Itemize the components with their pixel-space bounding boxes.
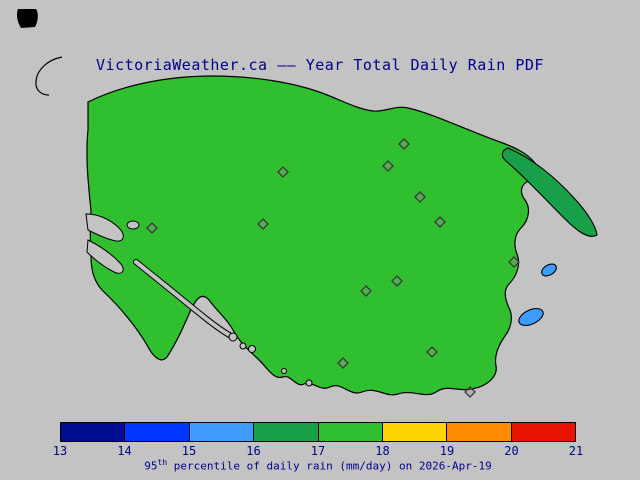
station-marker	[464, 386, 476, 398]
coastline	[86, 75, 539, 396]
caption-superscript: th	[157, 458, 168, 467]
caption-prefix: 95	[144, 459, 158, 473]
colorbar-tick-19: 19	[439, 444, 455, 458]
colorbar-ticks: 13 14 15 16 17 18 19 20 21	[53, 444, 583, 458]
station-marker	[337, 357, 349, 369]
inlets	[85, 213, 313, 387]
colorbar-tick-15: 15	[181, 444, 197, 458]
colorbar-segment-14-15	[125, 423, 190, 441]
station-marker	[508, 256, 520, 268]
station-marker	[426, 346, 438, 358]
station-marker	[391, 275, 403, 287]
station-marker	[398, 138, 410, 150]
colorbar-tick-16: 16	[246, 444, 261, 458]
colorbar-tick-17: 17	[310, 444, 326, 458]
colorbar-caption: 95th percentile of daily rain (mm/day) o…	[60, 458, 576, 473]
colorbar-tick-18: 18	[375, 444, 390, 458]
small-island-outline	[35, 56, 63, 96]
caption-rest: percentile of daily rain (mm/day) on 202…	[167, 459, 492, 473]
corner-landmass-fragment	[17, 9, 38, 28]
colorbar-tick-20: 20	[504, 444, 519, 458]
page-title: VictoriaWeather.ca –– Year Total Daily R…	[96, 56, 544, 74]
colorbar-segment-18-19	[382, 423, 448, 441]
island-northeast-arm	[501, 147, 598, 237]
station-marker	[257, 218, 269, 230]
colorbar-segment-17-18	[318, 423, 383, 441]
colorbar-segment-13-14	[61, 423, 126, 441]
colorbar-segment-15-16	[189, 423, 255, 441]
station-marker	[277, 166, 289, 178]
colorbar-tick-14: 14	[117, 444, 132, 458]
station-marker	[146, 222, 158, 234]
colorbar-segment-20-21	[511, 423, 575, 441]
colorbar-tick-21: 21	[568, 444, 584, 458]
islands	[501, 147, 598, 326]
station-markers	[146, 138, 520, 398]
colorbar-segment-16-17	[254, 423, 319, 441]
colorbar	[60, 422, 576, 442]
station-marker	[434, 216, 446, 228]
station-marker	[414, 191, 426, 203]
station-marker	[382, 160, 394, 172]
station-marker	[360, 285, 372, 297]
colorbar-segment-19-20	[447, 423, 512, 441]
colorbar-tick-13: 13	[52, 444, 68, 458]
map-corner-fragments	[17, 9, 63, 96]
